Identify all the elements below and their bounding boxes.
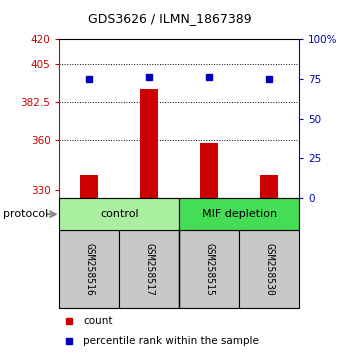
Bar (140, 89, 158, 198)
Text: GSM258516: GSM258516 (84, 242, 95, 296)
Bar (200, 143, 218, 198)
Text: GDS3626 / ILMN_1867389: GDS3626 / ILMN_1867389 (88, 12, 252, 25)
Text: GSM258515: GSM258515 (204, 242, 214, 296)
Bar (239, 230, 299, 308)
Text: count: count (84, 316, 113, 326)
Text: protocol: protocol (3, 209, 49, 219)
Text: GSM258517: GSM258517 (144, 242, 154, 296)
Bar (119, 230, 179, 308)
Bar (81, 175, 99, 198)
Bar (260, 175, 278, 198)
Text: GSM258530: GSM258530 (264, 242, 274, 296)
Bar (59, 230, 119, 308)
Bar (179, 230, 239, 308)
Bar (59, 198, 180, 230)
Text: MIF depletion: MIF depletion (202, 209, 277, 219)
Text: control: control (100, 209, 139, 219)
Bar (179, 198, 299, 230)
Text: percentile rank within the sample: percentile rank within the sample (84, 336, 259, 346)
